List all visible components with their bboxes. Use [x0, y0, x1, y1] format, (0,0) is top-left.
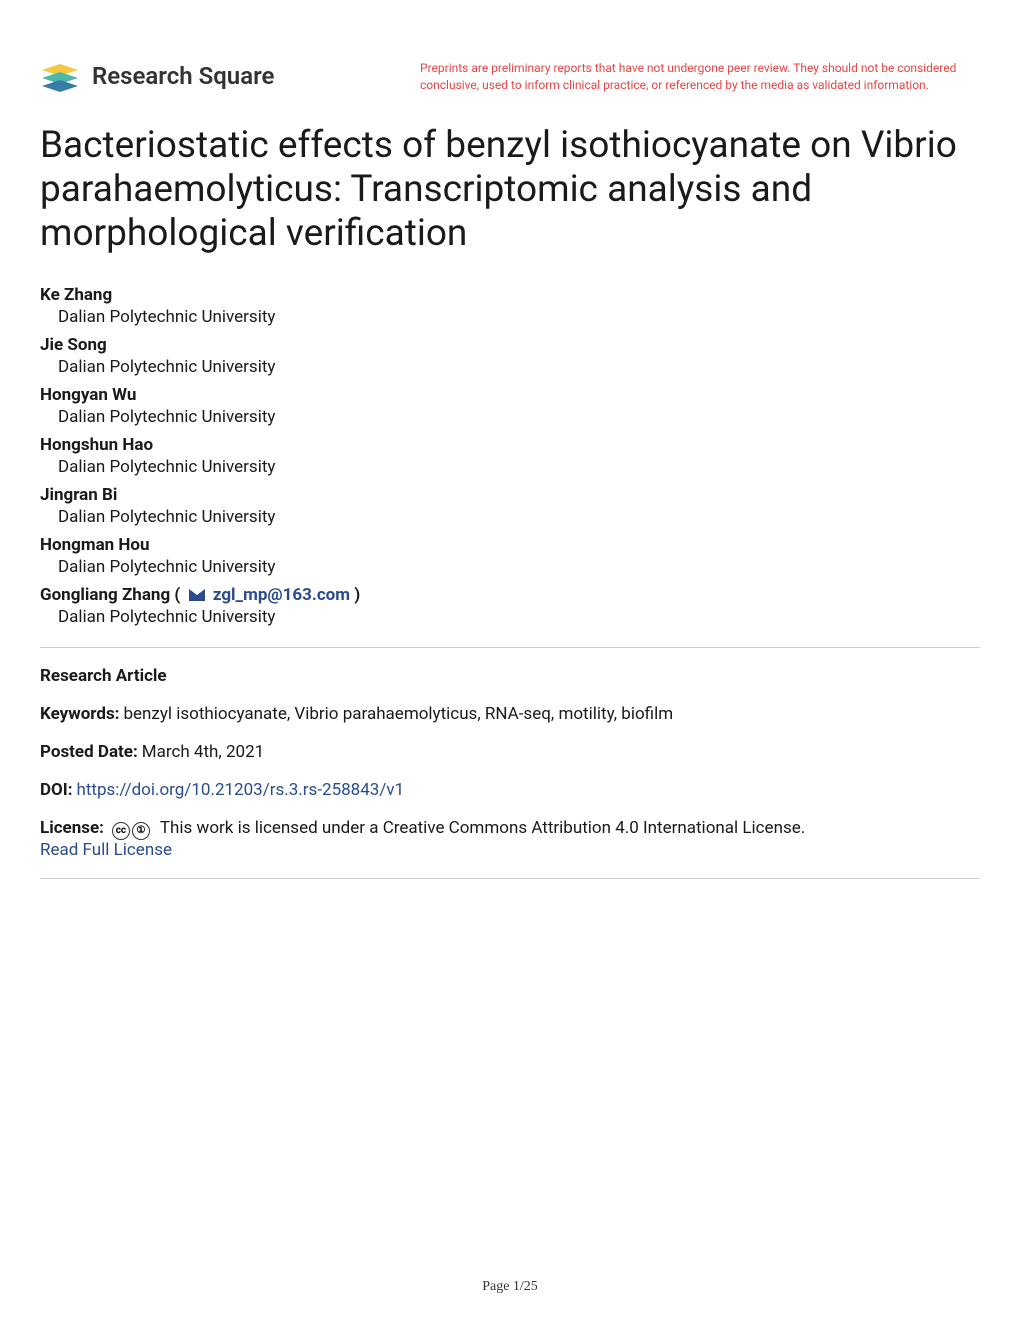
- author-affiliation: Dalian Polytechnic University: [58, 507, 980, 527]
- corresponding-author-label: (: [174, 585, 184, 605]
- research-square-logo-icon: [40, 60, 80, 92]
- cc-icon: cc: [112, 822, 130, 840]
- author-block: Jie Song Dalian Polytechnic University: [40, 335, 980, 377]
- doi-link[interactable]: https://doi.org/10.21203/rs.3.rs-258843/…: [77, 780, 405, 800]
- author-name: Hongshun Hao: [40, 435, 980, 455]
- author-affiliation: Dalian Polytechnic University: [58, 357, 980, 377]
- author-block: Gongliang Zhang ( zgl_mp@163.com ) Dalia…: [40, 585, 980, 627]
- cc-by-icon: ①: [132, 822, 150, 840]
- doi-label: DOI:: [40, 780, 73, 800]
- keywords-label: Keywords:: [40, 704, 119, 724]
- posted-date-text: March 4th, 2021: [142, 742, 264, 762]
- keywords-text: benzyl isothiocyanate, Vibrio parahaemol…: [123, 704, 673, 724]
- authors-list: Ke Zhang Dalian Polytechnic University J…: [40, 285, 980, 627]
- author-name: Jie Song: [40, 335, 980, 355]
- license-label: License:: [40, 818, 104, 838]
- author-block: Hongyan Wu Dalian Polytechnic University: [40, 385, 980, 427]
- license-section: License: cc① This work is licensed under…: [40, 818, 980, 860]
- author-block: Ke Zhang Dalian Polytechnic University: [40, 285, 980, 327]
- author-block: Jingran Bi Dalian Polytechnic University: [40, 485, 980, 527]
- author-block: Hongman Hou Dalian Polytechnic Universit…: [40, 535, 980, 577]
- author-affiliation: Dalian Polytechnic University: [58, 407, 980, 427]
- license-link[interactable]: Read Full License: [40, 840, 172, 860]
- keywords-section: Keywords: benzyl isothiocyanate, Vibrio …: [40, 704, 980, 724]
- logo-text: Research Square: [92, 62, 274, 90]
- cc-icons: cc①: [112, 818, 152, 840]
- author-affiliation: Dalian Polytechnic University: [58, 457, 980, 477]
- preprint-disclaimer: Preprints are preliminary reports that h…: [420, 60, 980, 94]
- article-type-label: Research Article: [40, 666, 167, 686]
- article-type: Research Article: [40, 666, 980, 686]
- author-name: Gongliang Zhang ( zgl_mp@163.com ): [40, 585, 980, 605]
- page-number: Page 1/25: [482, 1279, 538, 1295]
- header: Research Square Preprints are preliminar…: [40, 60, 980, 94]
- corresponding-author-close: ): [354, 585, 360, 605]
- doi-section: DOI: https://doi.org/10.21203/rs.3.rs-25…: [40, 780, 980, 800]
- author-affiliation: Dalian Polytechnic University: [58, 307, 980, 327]
- license-text: This work is licensed under a Creative C…: [160, 818, 805, 838]
- author-name: Jingran Bi: [40, 485, 980, 505]
- divider: [40, 878, 980, 879]
- email-icon: [189, 589, 205, 601]
- divider: [40, 647, 980, 648]
- paper-title: Bacteriostatic effects of benzyl isothio…: [40, 124, 980, 257]
- posted-date-label: Posted Date:: [40, 742, 138, 762]
- author-affiliation: Dalian Polytechnic University: [58, 607, 980, 627]
- author-name: Hongyan Wu: [40, 385, 980, 405]
- author-name: Ke Zhang: [40, 285, 980, 305]
- author-affiliation: Dalian Polytechnic University: [58, 557, 980, 577]
- logo-section: Research Square: [40, 60, 420, 92]
- author-name-text: Gongliang Zhang: [40, 585, 170, 605]
- author-name: Hongman Hou: [40, 535, 980, 555]
- author-email-link[interactable]: zgl_mp@163.com: [213, 585, 350, 605]
- posted-date-section: Posted Date: March 4th, 2021: [40, 742, 980, 762]
- author-block: Hongshun Hao Dalian Polytechnic Universi…: [40, 435, 980, 477]
